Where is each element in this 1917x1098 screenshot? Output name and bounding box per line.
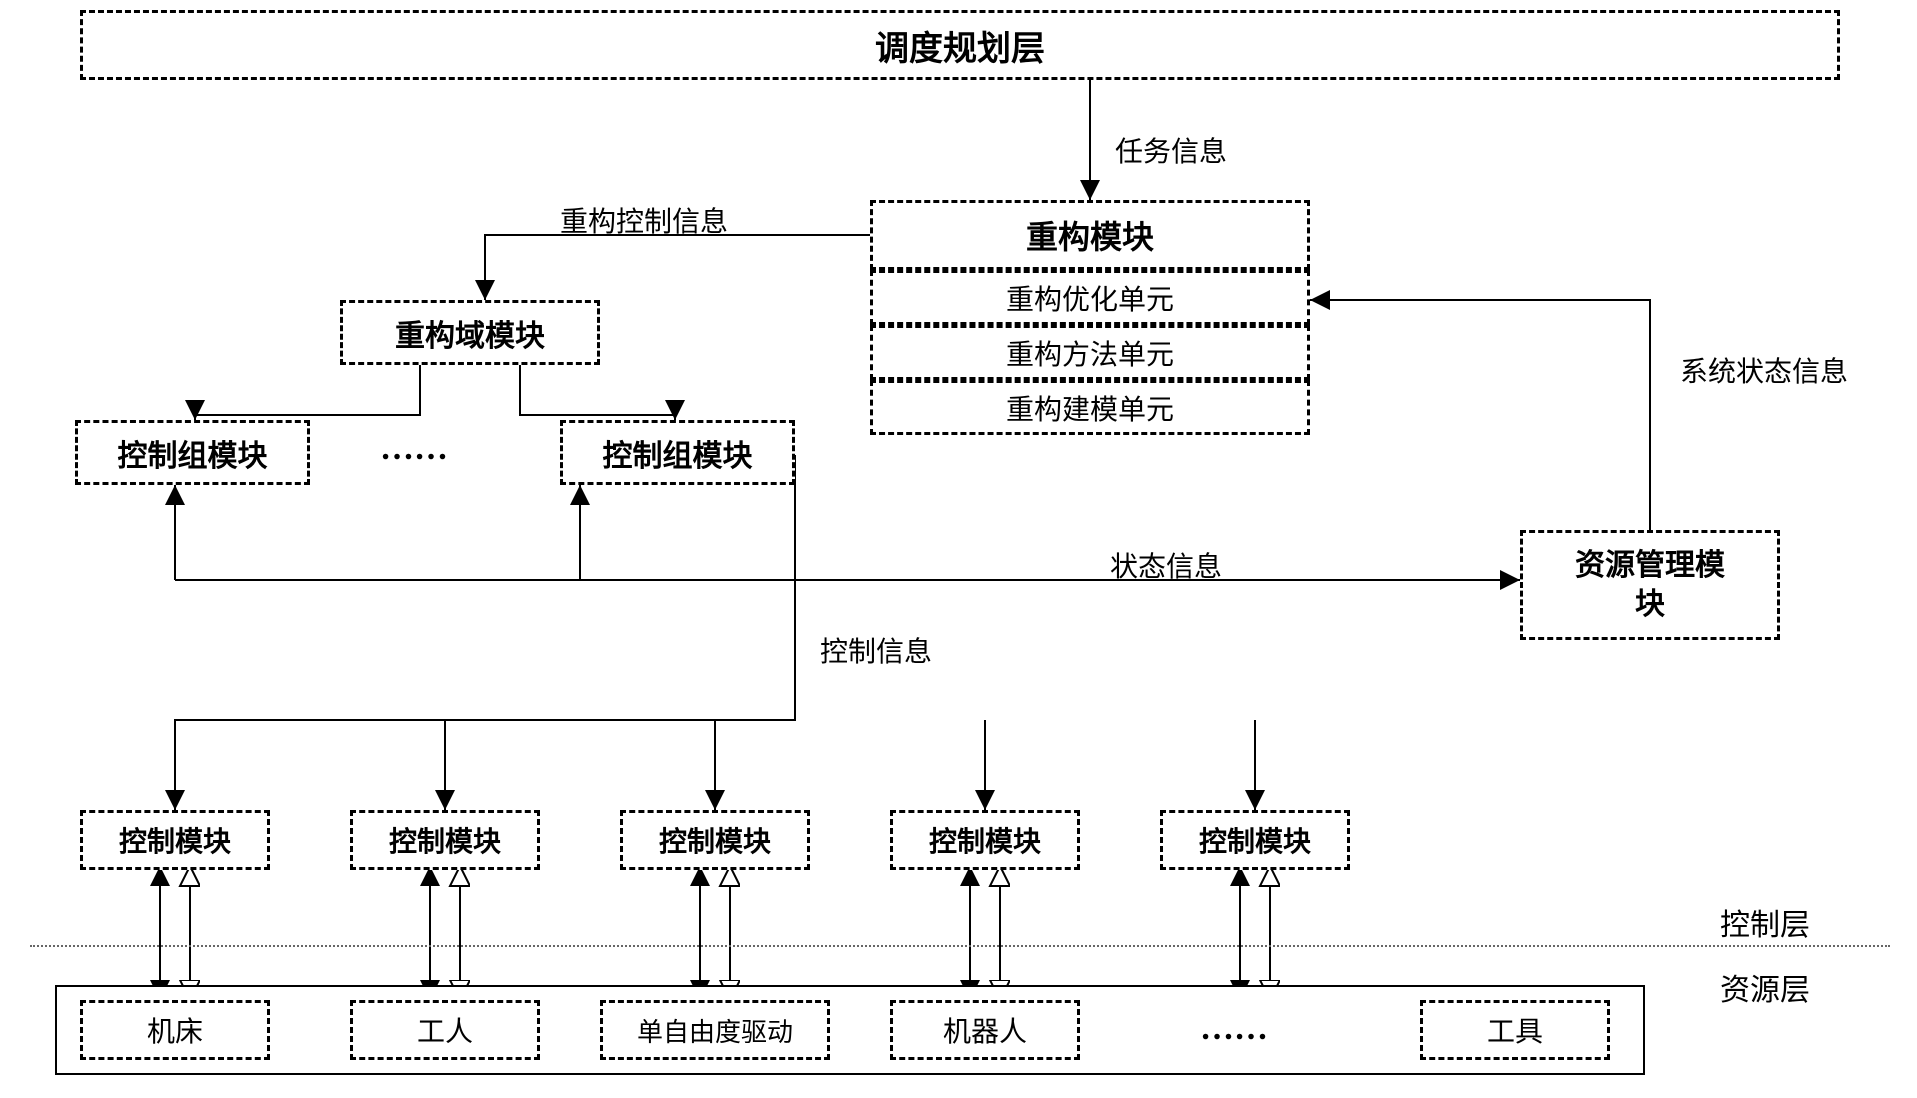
ctrl-group-2: 控制组模块	[560, 420, 795, 485]
layer-separator	[30, 945, 1890, 947]
recon-module-box: 重构模块	[870, 200, 1310, 270]
ctrl-group-1-label: 控制组模块	[118, 431, 268, 475]
ctrl-mod-5: 控制模块	[1160, 810, 1350, 870]
recon-sub-2: 重构方法单元	[870, 325, 1310, 380]
recon-module-label: 重构模块	[1026, 212, 1154, 258]
res-4: 机器人	[890, 1000, 1080, 1060]
recon-sub-3-label: 重构建模单元	[1006, 388, 1174, 428]
ctrl-mod-2: 控制模块	[350, 810, 540, 870]
res-3: 单自由度驱动	[600, 1000, 830, 1060]
recon-sub-3: 重构建模单元	[870, 380, 1310, 435]
recon-domain-label: 重构域模块	[395, 311, 545, 355]
edge-label-state: 状态信息	[1110, 545, 1222, 585]
res-2: 工人	[350, 1000, 540, 1060]
res-1: 机床	[80, 1000, 270, 1060]
ctrl-mod-4: 控制模块	[890, 810, 1080, 870]
resource-container	[55, 985, 1645, 1075]
edge-label-reconctrl: 重构控制信息	[560, 200, 728, 240]
resource-mgmt-box: 资源管理模 块	[1520, 530, 1780, 640]
scheduling-layer-label: 调度规划层	[875, 21, 1045, 70]
edge-label-ctrl: 控制信息	[820, 630, 932, 670]
resource-mgmt-label: 资源管理模 块	[1575, 546, 1725, 624]
ellipsis-resources: ……	[1200, 1010, 1268, 1048]
recon-sub-1: 重构优化单元	[870, 270, 1310, 325]
ctrl-mod-1: 控制模块	[80, 810, 270, 870]
ctrl-group-2-label: 控制组模块	[603, 431, 753, 475]
res-5: 工具	[1420, 1000, 1610, 1060]
recon-domain-box: 重构域模块	[340, 300, 600, 365]
recon-sub-2-label: 重构方法单元	[1006, 333, 1174, 373]
scheduling-layer-box: 调度规划层	[80, 10, 1840, 80]
edge-label-task: 任务信息	[1115, 130, 1227, 170]
control-layer-label: 控制层	[1720, 900, 1810, 944]
edge-label-sysstate: 系统状态信息	[1680, 350, 1848, 390]
ctrl-group-1: 控制组模块	[75, 420, 310, 485]
ellipsis-groups: ……	[380, 430, 448, 468]
ctrl-mod-3: 控制模块	[620, 810, 810, 870]
resource-layer-label: 资源层	[1720, 965, 1810, 1009]
recon-sub-1-label: 重构优化单元	[1006, 278, 1174, 318]
